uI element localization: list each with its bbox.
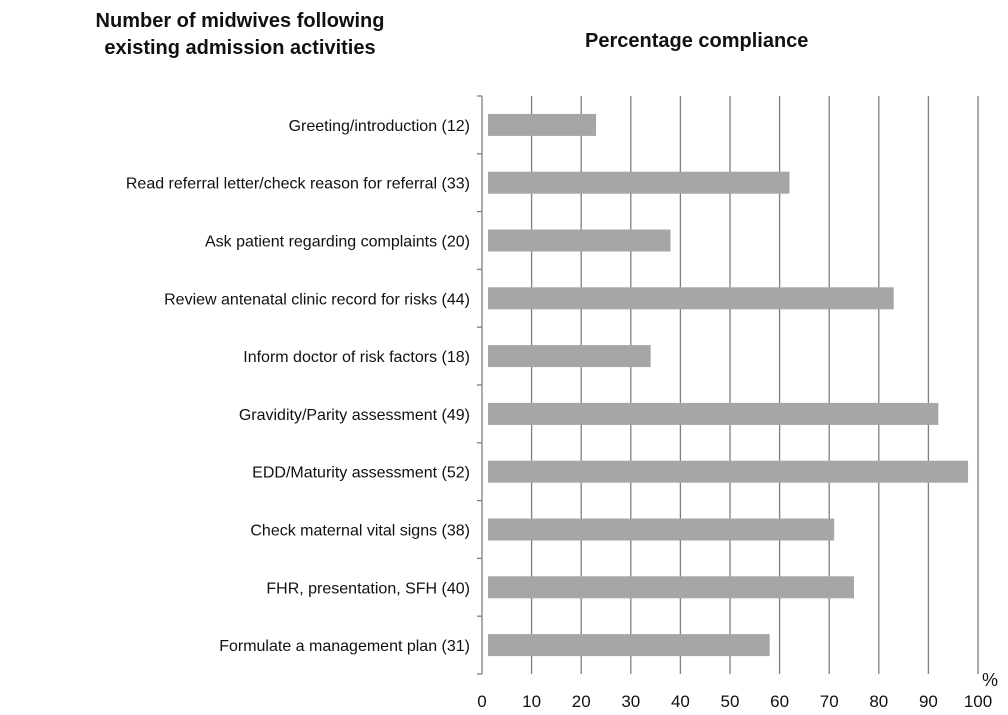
x-tick-label: 10 bbox=[522, 692, 541, 711]
right-title: Percentage compliance bbox=[585, 30, 809, 52]
x-tick-label: 30 bbox=[621, 692, 640, 711]
category-label: Inform doctor of risk factors (18) bbox=[243, 349, 470, 366]
bar bbox=[488, 229, 671, 252]
category-label: FHR, presentation, SFH (40) bbox=[266, 580, 470, 597]
category-label: EDD/Maturity assessment (52) bbox=[252, 465, 470, 482]
bar bbox=[488, 518, 835, 541]
category-label: Check maternal vital signs (38) bbox=[250, 523, 470, 540]
bar bbox=[488, 287, 894, 310]
left-title: Number of midwives following existing ad… bbox=[30, 8, 450, 62]
category-label: Formulate a management plan (31) bbox=[219, 638, 470, 655]
x-tick-label: 40 bbox=[671, 692, 690, 711]
x-unit-label: % bbox=[982, 670, 998, 690]
x-tick-label: 50 bbox=[721, 692, 740, 711]
bar bbox=[488, 345, 651, 368]
bar bbox=[488, 402, 939, 425]
category-label: Ask patient regarding complaints (20) bbox=[205, 234, 470, 251]
x-tick-label: 0 bbox=[477, 692, 486, 711]
x-tick-label: 20 bbox=[572, 692, 591, 711]
bar bbox=[488, 113, 597, 136]
bar bbox=[488, 576, 854, 599]
x-tick-label: 90 bbox=[919, 692, 938, 711]
x-tick-label: 60 bbox=[770, 692, 789, 711]
category-label: Gravidity/Parity assessment (49) bbox=[239, 407, 470, 424]
x-tick-label: 70 bbox=[820, 692, 839, 711]
left-title-line2: existing admission activities bbox=[104, 37, 376, 59]
category-label: Review antenatal clinic record for risks… bbox=[164, 291, 470, 308]
bar bbox=[488, 460, 969, 483]
x-tick-label: 100 bbox=[964, 692, 992, 711]
left-title-line1: Number of midwives following bbox=[95, 10, 385, 32]
category-label: Greeting/introduction (12) bbox=[289, 118, 470, 135]
category-label: Read referral letter/check reason for re… bbox=[126, 176, 470, 193]
x-tick-label: 80 bbox=[869, 692, 888, 711]
bar bbox=[488, 171, 790, 194]
bar bbox=[488, 634, 770, 657]
